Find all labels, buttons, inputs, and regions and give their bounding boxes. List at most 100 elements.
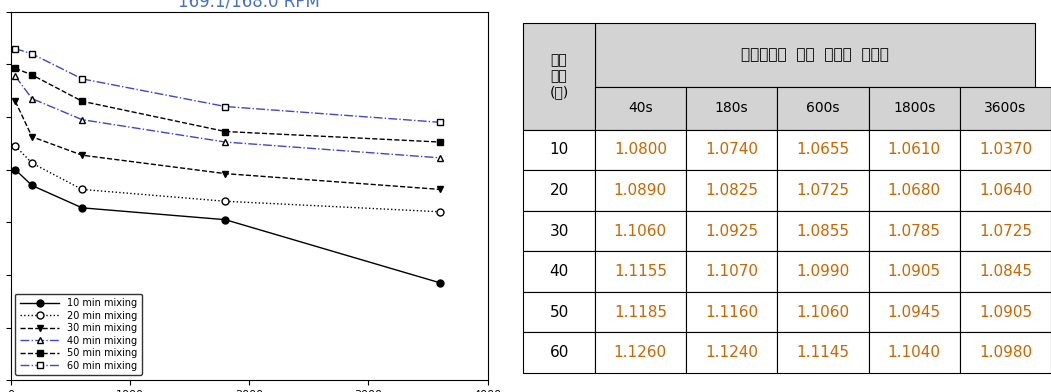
10 min mixing [9,167,22,172]
Text: 교반
시간
(분): 교반 시간 (분) [550,53,569,100]
40 min mixing [25,96,38,101]
Text: 1.0740: 1.0740 [705,142,758,158]
Bar [523,23,595,130]
20 min mixing [25,161,38,165]
30 min mixing [9,99,22,103]
Text: 1.0945: 1.0945 [888,305,941,319]
Text: 1.1060: 1.1060 [797,305,849,319]
Bar [595,23,1035,87]
Text: 장치시간에  따른  비중계  측정값: 장치시간에 따른 비중계 측정값 [741,47,889,63]
Text: 1.0905: 1.0905 [978,305,1032,319]
Bar [686,87,778,130]
10 min mixing [76,205,88,210]
Bar [523,332,595,373]
Bar [868,251,960,292]
Line: 10 min mixing: 10 min mixing [12,166,444,286]
Text: 1.0800: 1.0800 [614,142,666,158]
Legend: 10 min mixing, 20 min mixing, 30 min mixing, 40 min mixing, 50 min mixing, 60 mi: 10 min mixing, 20 min mixing, 30 min mix… [16,294,142,376]
Text: 1.1185: 1.1185 [614,305,666,319]
Text: 1.0725: 1.0725 [797,183,849,198]
Bar [595,251,686,292]
Text: 1.0925: 1.0925 [705,223,758,238]
20 min mixing [76,187,88,192]
Bar [523,170,595,211]
40 min mixing [76,117,88,122]
Text: 1.1060: 1.1060 [614,223,667,238]
Text: 1.1145: 1.1145 [797,345,849,360]
Bar [868,292,960,332]
Bar [778,170,868,211]
Text: 1.0845: 1.0845 [978,264,1032,279]
50 min mixing [76,99,88,103]
Text: 40: 40 [550,264,569,279]
50 min mixing [25,73,38,77]
Bar [523,251,595,292]
Bar [778,332,868,373]
Text: 1.1240: 1.1240 [705,345,758,360]
Bar [960,332,1051,373]
Bar [595,292,686,332]
50 min mixing [219,129,231,134]
60 min mixing [76,76,88,81]
40 min mixing [219,140,231,144]
Text: 1.0725: 1.0725 [978,223,1032,238]
60 min mixing [9,46,22,51]
Bar [868,87,960,130]
Bar [778,292,868,332]
Text: 1.0980: 1.0980 [978,345,1032,360]
40 min mixing [434,156,447,160]
20 min mixing [9,143,22,148]
20 min mixing [434,209,447,214]
10 min mixing [219,217,231,222]
Text: 1.0825: 1.0825 [705,183,758,198]
30 min mixing [25,134,38,139]
Bar [595,87,686,130]
Text: 40s: 40s [628,102,653,116]
Text: 1.0785: 1.0785 [888,223,941,238]
Bar [686,332,778,373]
Text: 1.1260: 1.1260 [614,345,667,360]
Bar [960,251,1051,292]
Bar [960,130,1051,170]
Line: 50 min mixing: 50 min mixing [12,65,444,145]
Text: 1.0640: 1.0640 [978,183,1032,198]
Bar [595,211,686,251]
Line: 40 min mixing: 40 min mixing [12,73,444,162]
Bar [523,292,595,332]
Text: 20: 20 [550,183,569,198]
Bar [868,332,960,373]
Bar [686,130,778,170]
Bar [778,87,868,130]
Bar [960,170,1051,211]
Bar [960,87,1051,130]
Text: 1.1160: 1.1160 [705,305,758,319]
Text: 3600s: 3600s [985,102,1027,116]
Bar [778,211,868,251]
10 min mixing [25,183,38,188]
Bar [960,211,1051,251]
Bar [686,251,778,292]
Text: 10: 10 [550,142,569,158]
10 min mixing [434,281,447,285]
Bar [523,211,595,251]
Text: 1.0855: 1.0855 [797,223,849,238]
60 min mixing [219,104,231,109]
Bar [595,170,686,211]
Text: 1.1040: 1.1040 [888,345,941,360]
Title: 169.1/168.0 RPM: 169.1/168.0 RPM [179,0,321,10]
Text: 1.1070: 1.1070 [705,264,758,279]
Line: 30 min mixing: 30 min mixing [12,98,444,193]
Text: 1.0890: 1.0890 [614,183,667,198]
Text: 1.0680: 1.0680 [888,183,941,198]
Line: 60 min mixing: 60 min mixing [12,45,444,126]
Text: 1.0905: 1.0905 [888,264,941,279]
Text: 1800s: 1800s [893,102,935,116]
Bar [868,170,960,211]
Bar [595,130,686,170]
Bar [778,130,868,170]
Bar [686,211,778,251]
Text: 1.1155: 1.1155 [614,264,666,279]
Bar [686,292,778,332]
Bar [868,130,960,170]
Line: 20 min mixing: 20 min mixing [12,143,444,215]
